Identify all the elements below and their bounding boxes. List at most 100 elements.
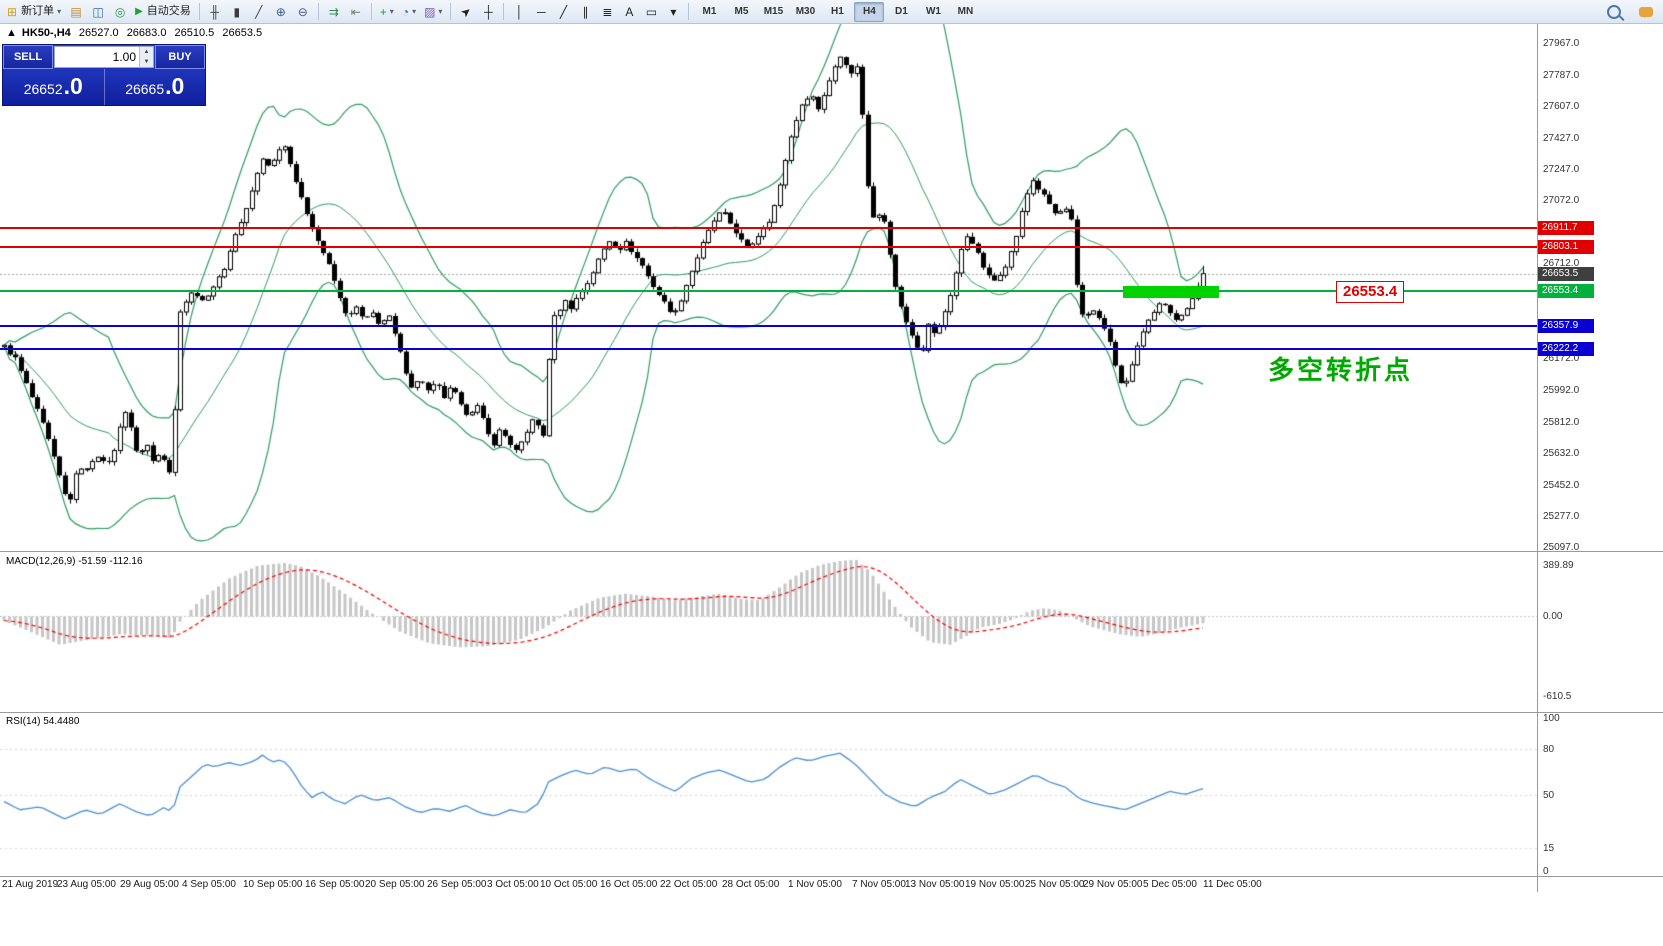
toolbar-separator xyxy=(688,3,690,20)
macd-scale-tick: 389.89 xyxy=(1543,559,1574,571)
price-marker-current-price: 26653.5 xyxy=(1538,266,1594,281)
horizontal-line-icon[interactable]: ─ xyxy=(531,2,551,22)
timeframe-button-h1[interactable]: H1 xyxy=(831,6,844,17)
price-note-label[interactable]: 26553.4 xyxy=(1336,281,1405,303)
cursor-icon[interactable]: ➤ xyxy=(456,2,476,22)
dropdown-caret-icon: ▾ xyxy=(412,6,417,16)
fibonacci-icon: ≣ xyxy=(602,4,613,19)
templates-icon: ▨ xyxy=(424,4,436,19)
toolbar-separator xyxy=(198,3,200,20)
macd-indicator-label: MACD(12,26,9) -51.59 -112.16 xyxy=(6,556,143,567)
autotrading-label: 自动交易 xyxy=(146,5,191,17)
macd-scale-tick: -610.5 xyxy=(1543,690,1572,702)
price-tick: 25097.0 xyxy=(1543,542,1580,554)
periods-icon[interactable]: ◔ ▾ xyxy=(399,2,419,22)
volume-increase-button[interactable]: ▲ xyxy=(140,47,153,57)
symbol-ohlc-info: ▲ HK50-,H4 26527.0 26683.0 26510.5 26653.… xyxy=(6,27,267,39)
timeframe-button-mn[interactable]: MN xyxy=(957,6,974,17)
autotrading-play-icon: ▶ xyxy=(135,5,143,17)
data-window-icon[interactable]: ◫ xyxy=(88,2,108,22)
search-icon[interactable] xyxy=(1607,5,1621,19)
text-icon[interactable]: A xyxy=(619,2,639,22)
rsi-scale-tick: 100 xyxy=(1543,713,1560,724)
navigator-icon[interactable]: ◎ xyxy=(110,2,130,22)
sell-button[interactable]: SELL xyxy=(3,45,53,69)
zoom-in-icon[interactable]: ⊕ xyxy=(271,2,291,22)
auto-scroll-icon[interactable]: ⇉ xyxy=(324,2,344,22)
timeframe-button-w1[interactable]: W1 xyxy=(925,6,941,17)
resistance-line-lower[interactable] xyxy=(0,246,1537,249)
support-line-upper[interactable] xyxy=(0,324,1537,327)
price-tick: 27427.0 xyxy=(1543,132,1580,144)
market-watch-icon[interactable]: ▤ xyxy=(66,2,86,22)
chart-shift-icon[interactable]: ⇤ xyxy=(346,2,366,22)
label-icon[interactable]: ▭ xyxy=(641,2,661,22)
buy-price[interactable]: 26665 .0 xyxy=(105,69,206,105)
ohlc-open: 26527.0 xyxy=(78,27,119,39)
dropdown-caret-icon: ▾ xyxy=(438,6,443,16)
price-tick: 27607.0 xyxy=(1543,101,1580,113)
autotrading-button[interactable]: ▶ 自动交易 xyxy=(132,2,194,22)
rsi-scale-tick: 50 xyxy=(1543,789,1555,801)
time-label: 29 Nov 05:00 xyxy=(1083,879,1143,890)
crosshair-icon: ┼ xyxy=(484,4,493,19)
shapes-icon[interactable]: ▾ xyxy=(663,2,683,22)
price-tick: 25632.0 xyxy=(1543,448,1580,460)
time-label: 21 Aug 2019 xyxy=(2,879,59,890)
time-label: 26 Sep 05:00 xyxy=(427,879,487,890)
volume-input[interactable] xyxy=(55,49,139,65)
ohlc-close: 26653.5 xyxy=(222,27,263,39)
timeframe-button-m1[interactable]: M1 xyxy=(702,6,717,17)
time-label: 23 Aug 05:00 xyxy=(57,879,116,890)
time-label: 20 Sep 05:00 xyxy=(365,879,425,890)
new-order-button[interactable]: ⊞ 新订单 ▾ xyxy=(4,2,64,22)
timeframe-button-d1[interactable]: D1 xyxy=(895,6,908,17)
text-icon: A xyxy=(625,4,634,19)
candlestick-chart-icon: ▮ xyxy=(233,4,241,19)
time-label: 28 Oct 05:00 xyxy=(722,879,780,890)
time-label: 11 Dec 05:00 xyxy=(1203,879,1262,890)
volume-decrease-button[interactable]: ▼ xyxy=(140,57,153,67)
timeframe-button-m30[interactable]: M30 xyxy=(795,6,816,17)
dropdown-caret-icon: ▾ xyxy=(389,6,394,16)
one-click-trading-panel: SELL ▲ ▼ BUY 26652 .0 26665 .0 xyxy=(2,44,206,106)
candlestick-chart-icon[interactable]: ▮ xyxy=(227,2,247,22)
equidistant-channel-icon[interactable]: ∥ xyxy=(575,2,595,22)
horizontal-line-icon: ─ xyxy=(537,4,546,19)
shapes-icon: ▾ xyxy=(670,4,677,19)
timeframe-button-m15[interactable]: M15 xyxy=(763,6,784,17)
rsi-indicator-label: RSI(14) 54.4480 xyxy=(6,716,80,727)
sell-price-base: 26652 xyxy=(23,81,63,97)
price-tick: 25452.0 xyxy=(1543,479,1580,491)
turning-point-label[interactable]: 多空转折点 xyxy=(1268,355,1414,385)
line-chart-icon[interactable]: ╱ xyxy=(249,2,269,22)
highlight-rectangle-object[interactable] xyxy=(1123,286,1219,298)
ohlc-high: 26683.0 xyxy=(126,27,167,39)
price-marker-pivot: 26553.4 xyxy=(1538,284,1594,299)
pivot-line[interactable] xyxy=(0,290,1537,293)
panel-divider-rsi xyxy=(0,712,1663,713)
time-label: 10 Sep 05:00 xyxy=(243,879,303,890)
buy-button[interactable]: BUY xyxy=(155,45,205,69)
chat-icon[interactable] xyxy=(1639,7,1653,18)
trendline-icon[interactable]: ╱ xyxy=(553,2,573,22)
resistance-line-upper[interactable] xyxy=(0,227,1537,230)
timeframe-button-h4[interactable]: H4 xyxy=(854,1,885,22)
fibonacci-icon[interactable]: ≣ xyxy=(597,2,617,22)
zoom-out-icon[interactable]: ⊖ xyxy=(293,2,313,22)
bar-chart-icon[interactable]: ╫ xyxy=(205,2,225,22)
support-line-lower[interactable] xyxy=(0,348,1537,351)
label-icon: ▭ xyxy=(645,4,658,19)
timeframe-button-m5[interactable]: M5 xyxy=(734,6,749,17)
cursor-icon: ➤ xyxy=(458,2,475,21)
templates-icon[interactable]: ▨ ▾ xyxy=(421,2,445,22)
indicators-add-icon[interactable]: + ▾ xyxy=(377,2,397,22)
crosshair-icon[interactable]: ┼ xyxy=(478,2,498,22)
time-label: 10 Oct 05:00 xyxy=(540,879,598,890)
price-tick: 27787.0 xyxy=(1543,69,1580,81)
panel-divider-time xyxy=(0,876,1663,877)
sell-price[interactable]: 26652 .0 xyxy=(3,69,104,105)
vertical-line-icon[interactable]: │ xyxy=(509,2,529,22)
buy-price-pips: .0 xyxy=(165,73,185,99)
